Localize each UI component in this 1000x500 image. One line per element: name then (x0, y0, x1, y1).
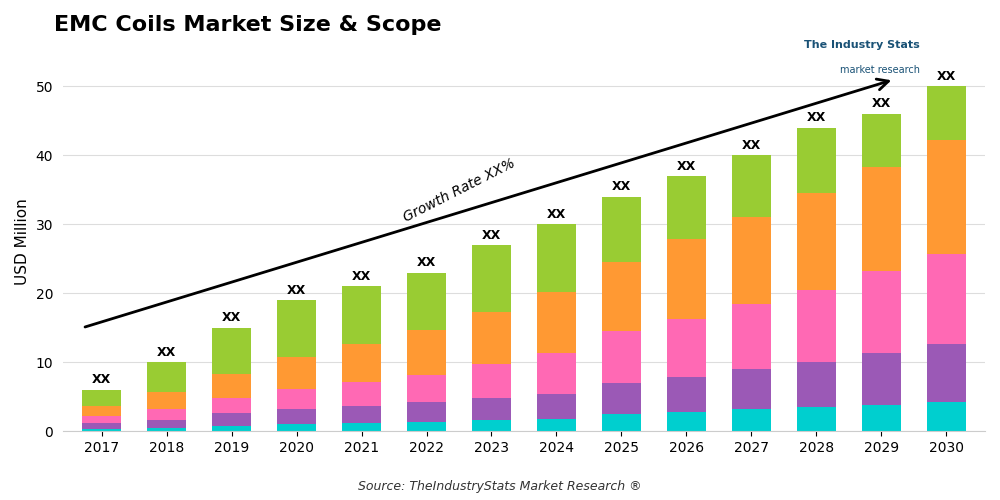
Text: XX: XX (352, 270, 371, 283)
Bar (862, 114, 901, 167)
Bar (407, 402, 446, 421)
Bar (862, 167, 901, 270)
Bar (472, 364, 511, 398)
Bar (342, 406, 381, 423)
Bar (147, 420, 186, 428)
Bar (732, 218, 771, 304)
Bar (927, 254, 966, 344)
Bar (927, 344, 966, 402)
Bar (862, 354, 901, 405)
Text: XX: XX (612, 180, 631, 194)
Bar (667, 319, 706, 378)
Text: XX: XX (936, 70, 956, 83)
Text: XX: XX (92, 374, 111, 386)
Bar (212, 414, 251, 426)
Bar (602, 331, 641, 383)
Bar (277, 388, 316, 409)
Bar (537, 224, 576, 292)
Bar (342, 286, 381, 344)
Bar (667, 176, 706, 240)
Bar (472, 420, 511, 432)
Text: XX: XX (742, 139, 761, 152)
Text: XX: XX (287, 284, 306, 296)
Bar (82, 416, 121, 423)
Bar (797, 128, 836, 194)
Bar (212, 328, 251, 374)
Bar (537, 394, 576, 419)
Bar (602, 414, 641, 432)
Text: Growth Rate XX%: Growth Rate XX% (401, 156, 517, 224)
Y-axis label: USD Million: USD Million (15, 198, 30, 285)
Bar (82, 406, 121, 416)
Bar (407, 272, 446, 330)
Bar (602, 262, 641, 331)
Text: XX: XX (157, 346, 176, 359)
Bar (602, 383, 641, 414)
Bar (407, 374, 446, 402)
Text: XX: XX (482, 228, 501, 241)
Bar (667, 378, 706, 412)
Text: XX: XX (871, 98, 891, 110)
Bar (667, 412, 706, 432)
Bar (797, 362, 836, 407)
Bar (212, 426, 251, 432)
Bar (82, 390, 121, 406)
Bar (732, 304, 771, 369)
Bar (277, 300, 316, 358)
Bar (732, 409, 771, 432)
Bar (927, 402, 966, 432)
Text: XX: XX (547, 208, 566, 221)
Bar (927, 86, 966, 140)
Bar (927, 140, 966, 254)
Bar (407, 422, 446, 432)
Text: XX: XX (417, 256, 436, 269)
Bar (667, 240, 706, 319)
Bar (342, 344, 381, 382)
Bar (277, 409, 316, 424)
Bar (862, 270, 901, 353)
Bar (472, 312, 511, 364)
Bar (277, 358, 316, 388)
Bar (82, 423, 121, 428)
Bar (537, 352, 576, 394)
Bar (797, 194, 836, 290)
Bar (147, 392, 186, 409)
Bar (147, 428, 186, 432)
Text: XX: XX (222, 312, 241, 324)
Bar (277, 424, 316, 432)
Bar (212, 398, 251, 413)
Text: XX: XX (807, 112, 826, 124)
Bar (537, 292, 576, 352)
Bar (342, 423, 381, 432)
Bar (797, 407, 836, 432)
Text: market research: market research (840, 65, 920, 75)
Bar (82, 428, 121, 432)
Text: EMC Coils Market Size & Scope: EMC Coils Market Size & Scope (54, 15, 441, 35)
Bar (472, 245, 511, 312)
Bar (732, 156, 771, 218)
Bar (602, 196, 641, 262)
Bar (407, 330, 446, 374)
Text: Source: TheIndustryStats Market Research ®: Source: TheIndustryStats Market Research… (358, 480, 642, 493)
Bar (147, 362, 186, 392)
Text: XX: XX (677, 160, 696, 172)
Bar (537, 419, 576, 432)
Bar (732, 369, 771, 409)
Bar (797, 290, 836, 362)
Bar (212, 374, 251, 398)
Bar (862, 405, 901, 431)
Bar (472, 398, 511, 420)
Bar (342, 382, 381, 406)
Bar (147, 409, 186, 420)
Text: The Industry Stats: The Industry Stats (804, 40, 920, 50)
